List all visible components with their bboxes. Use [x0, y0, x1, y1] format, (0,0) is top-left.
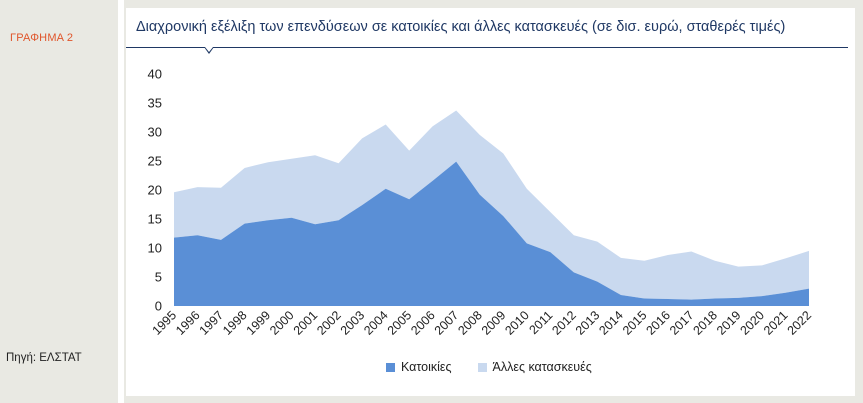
y-tick-label: 20 [148, 183, 162, 198]
x-tick-label: 2004 [361, 308, 391, 338]
y-tick-label: 25 [148, 154, 162, 169]
series-area-housing [174, 161, 809, 306]
legend-swatch-other [477, 362, 487, 372]
y-tick-label: 15 [148, 212, 162, 227]
x-tick-label: 2003 [338, 308, 368, 338]
x-tick-label: 1996 [173, 308, 203, 338]
y-tick-label: 0 [155, 299, 162, 314]
x-tick-label: 2009 [479, 308, 509, 338]
stacked-area-chart: 0510152025303540199519961997199819992000… [148, 67, 815, 338]
x-tick-label: 2016 [643, 308, 673, 338]
series-area-other [174, 110, 809, 300]
x-tick-label: 2013 [573, 308, 603, 338]
x-tick-label: 2011 [527, 308, 556, 337]
x-tick-label: 2019 [714, 308, 744, 338]
legend-item-housing: Κατοικίες [386, 360, 452, 374]
y-tick-label: 30 [148, 125, 162, 140]
chart-title: Διαχρονική εξέλιξη των επενδύσεων σε κατ… [136, 19, 786, 35]
x-tick-label: 2012 [549, 308, 579, 338]
x-tick-label: 2005 [385, 308, 415, 338]
legend-swatch-housing [386, 362, 395, 372]
x-tick-label: 2002 [314, 308, 344, 338]
legend-label-housing: Κατοικίες [401, 360, 452, 374]
x-tick-label: 2018 [690, 308, 720, 338]
x-tick-label: 2014 [596, 308, 626, 338]
title-pointer-inner [205, 47, 213, 52]
legend-item-other: Άλλες κατασκευές [477, 360, 592, 374]
x-tick-label: 2017 [667, 308, 697, 338]
y-tick-label: 35 [148, 96, 162, 111]
legend-label-other: Άλλες κατασκευές [492, 360, 592, 374]
x-tick-label: 2006 [408, 308, 438, 338]
x-tick-label: 2020 [738, 308, 768, 338]
x-tick-label: 2021 [761, 308, 791, 338]
title-divider [126, 47, 848, 48]
x-tick-label: 1999 [244, 308, 274, 338]
x-tick-label: 1998 [220, 308, 250, 338]
x-tick-label: 2001 [291, 308, 321, 338]
y-tick-label: 10 [148, 241, 162, 256]
x-tick-label: 2022 [785, 308, 815, 338]
y-tick-label: 40 [148, 67, 162, 82]
chart-legend: Κατοικίες Άλλες κατασκευές [386, 360, 592, 374]
x-tick-label: 2008 [455, 308, 485, 338]
x-tick-label: 2000 [267, 308, 297, 338]
x-tick-label: 2010 [502, 308, 532, 338]
x-tick-label: 2007 [432, 308, 462, 338]
figure-label: ΓΡΑΦΗΜΑ 2 [10, 32, 74, 44]
x-tick-label: 2015 [620, 308, 650, 338]
x-tick-label: 1997 [197, 308, 227, 338]
y-tick-label: 5 [155, 270, 162, 285]
source-note: Πηγή: ΕΛΣΤΑΤ [6, 352, 82, 364]
left-panel [0, 0, 118, 403]
